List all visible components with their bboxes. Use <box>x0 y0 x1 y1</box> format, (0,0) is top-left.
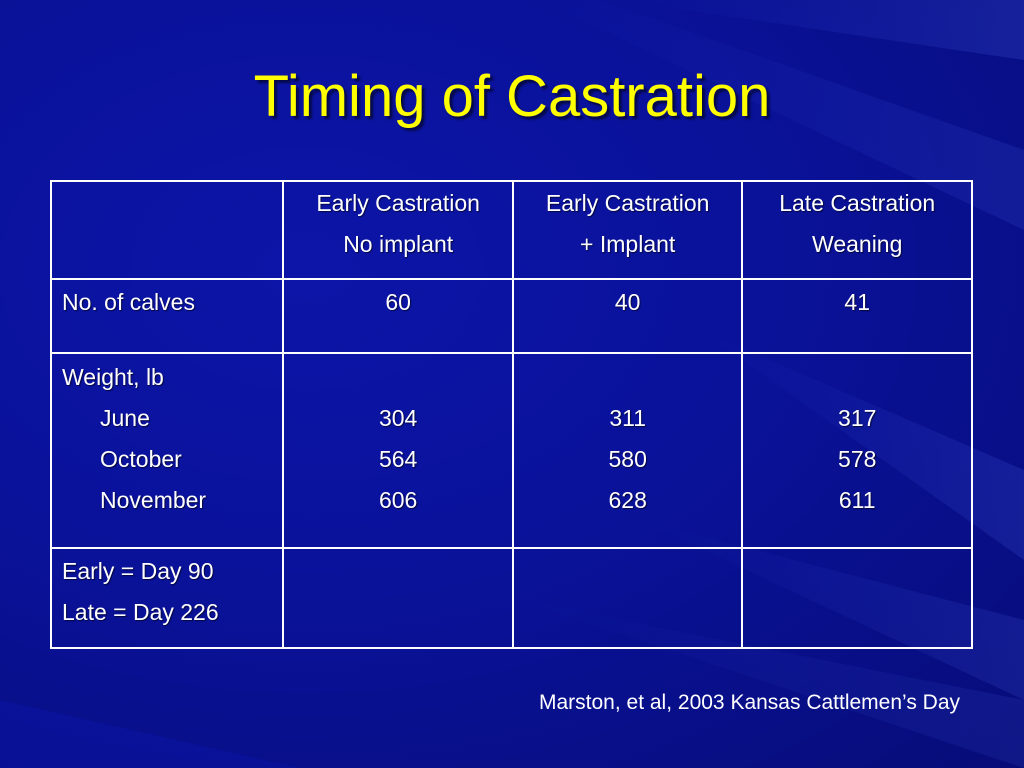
table-cell: 628 <box>608 487 647 513</box>
table-row-weight: Weight, lb June October November 304 564… <box>49 352 973 549</box>
table-header-row: Early Castration No implant Early Castra… <box>49 180 973 280</box>
header-cell-empty <box>49 180 285 280</box>
weight-values-cell: 304 564 606 <box>282 352 514 549</box>
month-label: November <box>100 487 207 513</box>
header-line: Early Castration <box>316 190 480 216</box>
table-cell-empty <box>741 547 973 649</box>
table-cell: 304 <box>378 405 418 431</box>
table-row-calves: No. of calves 60 40 41 <box>49 278 973 354</box>
weight-values-cell: 311 580 628 <box>511 352 744 549</box>
header-cell-late-weaning: Late Castration Weaning <box>741 180 973 280</box>
table-row-note: Early = Day 90 Late = Day 226 <box>49 547 973 649</box>
table-cell: 41 <box>741 278 973 354</box>
table-cell: 317 <box>838 405 877 431</box>
header-line: Early Castration <box>545 190 710 216</box>
month-label: October <box>100 446 182 472</box>
table-cell: 580 <box>608 446 647 472</box>
table-cell-empty <box>282 547 514 649</box>
note-line: Early = Day 90 <box>62 558 214 584</box>
table-cell: 60 <box>282 278 514 354</box>
table-cell: 311 <box>609 405 647 431</box>
header-line: Weaning <box>812 231 903 257</box>
month-label: June <box>100 405 150 431</box>
spacer <box>524 357 732 398</box>
header-line: + Implant <box>580 231 676 257</box>
table-cell: 606 <box>378 487 418 513</box>
table-cell: 611 <box>838 487 876 513</box>
weight-values-cell: 317 578 611 <box>741 352 973 549</box>
weight-label-cell: Weight, lb June October November <box>49 352 285 549</box>
spacer <box>294 357 502 398</box>
header-cell-early-implant: Early Castration + Implant <box>511 180 744 280</box>
header-cell-early-no-implant: Early Castration No implant <box>282 180 514 280</box>
row-label: Weight, lb <box>62 364 164 390</box>
citation: Marston, et al, 2003 Kansas Cattlemen’s … <box>539 691 960 714</box>
table-cell: 564 <box>378 446 418 472</box>
results-table: Early Castration No implant Early Castra… <box>49 180 973 649</box>
header-line: Late Castration <box>779 190 936 216</box>
table-cell: 40 <box>511 278 744 354</box>
spacer <box>753 357 961 398</box>
row-label: No. of calves <box>49 278 285 354</box>
note-cell: Early = Day 90 Late = Day 226 <box>49 547 285 649</box>
header-line: No implant <box>343 231 454 257</box>
note-line: Late = Day 226 <box>62 599 219 625</box>
table-cell-empty <box>511 547 744 649</box>
table-cell: 578 <box>838 446 877 472</box>
slide-title: Timing of Castration <box>253 64 771 129</box>
